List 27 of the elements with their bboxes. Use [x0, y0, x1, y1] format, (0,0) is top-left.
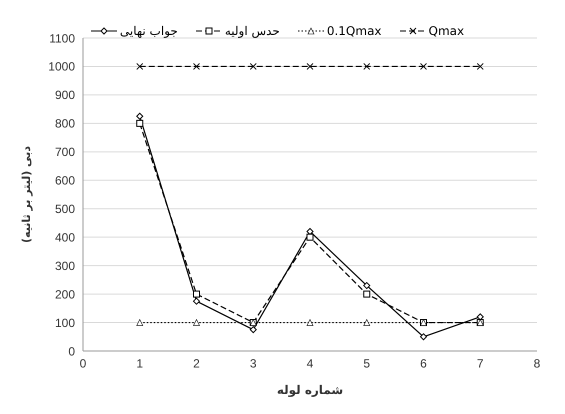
y-axis-title: دبی (لیتر بر ثانیه)	[20, 146, 33, 243]
x-tick-label: 3	[250, 356, 257, 371]
legend-label: جواب نهایی	[120, 24, 178, 38]
y-tick-label: 600	[54, 174, 76, 188]
y-tick-label: 1000	[48, 60, 76, 74]
y-tick-label: 400	[54, 230, 76, 244]
y-tick-label: 700	[54, 145, 76, 160]
y-tick-label: 800	[54, 116, 76, 131]
y-tick-label: 0	[68, 344, 76, 358]
y-tick-label: 1100	[49, 31, 76, 46]
x-tick-label: 0	[80, 356, 87, 371]
x-tick-label: 6	[420, 356, 428, 371]
legend-label: Qmax	[428, 24, 464, 38]
y-tick-label: 100	[54, 316, 76, 330]
y-tick-label: 900	[54, 88, 76, 102]
y-tick-label: 500	[54, 202, 76, 216]
x-tick-label: 7	[476, 356, 484, 371]
legend-label: حدس اولیه	[224, 24, 280, 38]
x-axis-title: شماره لوله	[276, 383, 344, 397]
x-tick-label: 5	[363, 356, 370, 371]
y-tick-label: 300	[54, 258, 76, 273]
x-tick-label: 4	[306, 356, 314, 371]
x-tick-label: 8	[534, 356, 541, 371]
y-tick-label: 200	[54, 287, 76, 302]
x-tick-label: 1	[136, 356, 144, 371]
legend-label: 0.1Qmax	[326, 24, 382, 38]
x-tick-label: 2	[193, 356, 200, 371]
